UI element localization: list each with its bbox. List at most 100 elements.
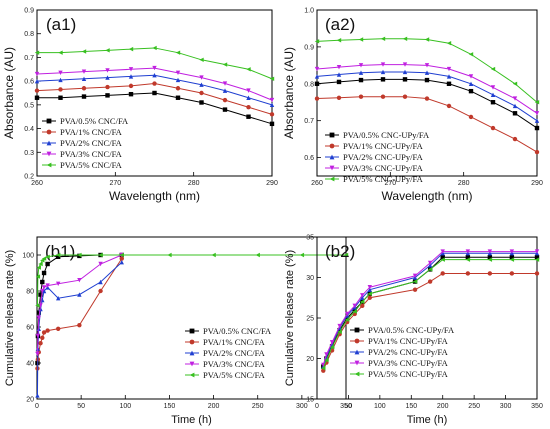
data-point [199, 90, 204, 96]
data-point [246, 67, 251, 72]
data-point [352, 309, 357, 314]
data-point [128, 74, 134, 79]
data-point [175, 50, 181, 55]
data-point [34, 95, 40, 100]
data-point [55, 281, 61, 286]
data-point [105, 93, 110, 98]
legend-entry: PVA/1% CNC/FA [203, 337, 266, 347]
data-point [128, 67, 134, 72]
data-point [360, 303, 365, 309]
x-tick-label: 350 [531, 403, 543, 410]
data-point [41, 285, 47, 290]
data-point [343, 252, 349, 258]
y-tick-label: 0.4 [24, 126, 34, 133]
data-point [380, 94, 386, 99]
data-point [55, 252, 61, 258]
data-point [424, 63, 430, 68]
y-axis-label: Cumulative release rate (%) [284, 250, 296, 386]
data-point [269, 112, 275, 117]
data-point [352, 303, 357, 309]
legend-marker [189, 339, 195, 345]
series-line-2 [36, 83, 273, 115]
data-point [255, 252, 260, 258]
data-point [77, 278, 82, 283]
chart-panel-1: 260 270 280 290 0.2 0.3 0.4 0.5 0.6 0.7 0.8 0.9 Wave… [2, 8, 278, 204]
data-point [152, 73, 157, 78]
data-point [358, 77, 364, 83]
y-tick-label: 0.8 [24, 31, 34, 38]
data-point [41, 256, 47, 261]
data-point [34, 50, 40, 55]
data-point [55, 326, 61, 331]
data-point [199, 100, 204, 105]
data-point [468, 74, 474, 79]
data-point [269, 121, 275, 127]
data-point [41, 288, 47, 294]
legend-entry: PVA/3% CNC-UPy/FA [343, 163, 424, 173]
y-tick-label: 0.6 [304, 155, 314, 162]
data-point [402, 77, 408, 82]
data-point [324, 352, 329, 357]
x-tick-label: 270 [384, 180, 396, 187]
data-point [402, 62, 408, 67]
y-tick-label: 0.9 [304, 44, 314, 51]
data-point [402, 94, 408, 99]
legend-entry: PVA/5% CNC/FA [60, 160, 123, 170]
data-point [35, 393, 40, 398]
data-point [446, 41, 452, 46]
data-point [175, 86, 181, 91]
x-tick-label: 0 [315, 403, 319, 410]
legend-entry: PVA/3% CNC/FA [203, 359, 266, 369]
data-point [152, 90, 157, 96]
data-point [55, 254, 61, 259]
y-tick-label: 20 [26, 397, 34, 404]
legend-marker [189, 361, 195, 367]
data-point [344, 317, 350, 322]
data-point [38, 292, 43, 297]
legend-entry: PVA/1% CNC-UPy/FA [343, 141, 424, 151]
x-tick-label: 100 [119, 403, 131, 410]
legend-marker [354, 371, 360, 377]
data-point [36, 326, 41, 331]
data-point [98, 288, 103, 294]
data-point [512, 103, 518, 109]
data-point [314, 96, 320, 101]
legend-marker [354, 360, 360, 366]
data-point [35, 351, 40, 357]
data-point [367, 287, 372, 292]
data-point [199, 82, 204, 87]
data-point [81, 49, 87, 54]
x-tick-label: 150 [164, 403, 176, 410]
data-point [336, 64, 342, 70]
legend-marker [354, 327, 360, 333]
data-point [465, 271, 471, 276]
data-point [77, 323, 82, 328]
data-point [490, 66, 496, 72]
series-line-5 [36, 254, 346, 306]
y-tick-label: 80 [26, 289, 34, 296]
data-point [380, 77, 386, 82]
data-point [490, 125, 496, 131]
data-point [402, 69, 408, 75]
legend-entry: PVA/0.5% CNC/FA [60, 116, 129, 126]
legend-marker [354, 338, 360, 344]
data-point [336, 95, 342, 100]
data-point [105, 84, 110, 90]
x-tick-label: 290 [266, 180, 278, 187]
y-tick-label: 0.2 [24, 174, 34, 181]
data-point [152, 45, 157, 51]
legend-marker [354, 349, 360, 355]
data-point [35, 303, 40, 308]
data-point [45, 254, 50, 259]
y-axis-label: Absorbance (AU) [282, 47, 296, 139]
data-point [380, 62, 386, 67]
data-point [446, 103, 452, 109]
x-axis-label: Wavelength (nm) [109, 189, 200, 203]
y-tick-label: 0.7 [304, 118, 314, 125]
data-point [38, 261, 43, 267]
data-point [490, 92, 496, 98]
data-point [358, 63, 364, 68]
legend-marker [329, 165, 335, 171]
data-point [465, 255, 471, 260]
legend-entry: PVA/2% CNC-UPy/FA [343, 152, 424, 162]
